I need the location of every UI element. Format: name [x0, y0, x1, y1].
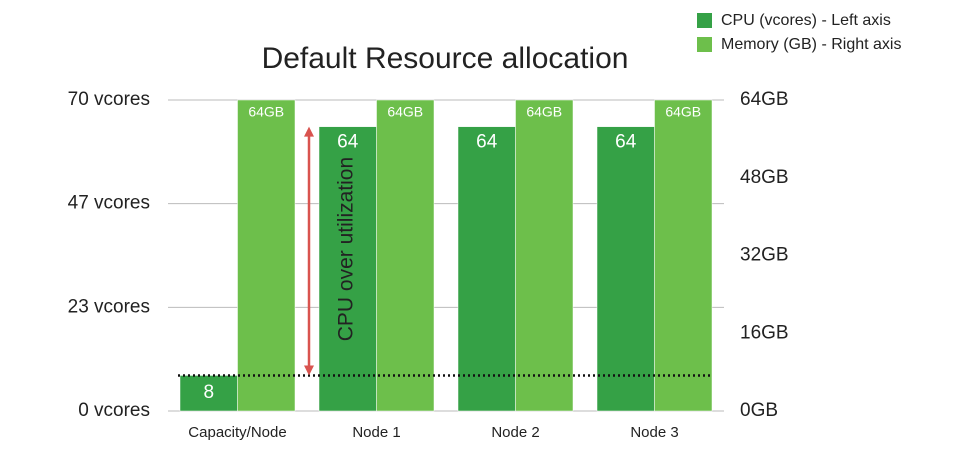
- y-tick-label: 70 vcores: [68, 89, 150, 110]
- y-tick-label: 47 vcores: [68, 193, 150, 214]
- y2-tick-label: 32GB: [740, 245, 789, 266]
- bar: [457, 126, 516, 412]
- bar: [596, 126, 655, 412]
- bar: [376, 99, 435, 412]
- bar: [654, 99, 713, 412]
- data-label: 64GB: [248, 104, 284, 120]
- x-tick-label: Node 3: [630, 424, 678, 441]
- y2-tick-label: 16GB: [740, 322, 789, 343]
- x-tick-label: Node 2: [491, 424, 539, 441]
- arrow-head: [304, 126, 314, 137]
- bar: [179, 375, 238, 412]
- y-tick-label: 0 vcores: [78, 400, 150, 421]
- bar: [318, 126, 377, 412]
- data-label: 64: [615, 132, 637, 153]
- data-label: 64GB: [526, 104, 562, 120]
- x-tick-label: Capacity/Node: [188, 424, 286, 441]
- x-tick-label: Node 1: [352, 424, 400, 441]
- annotation-text: CPU over utilization: [335, 157, 358, 341]
- data-label: 64: [337, 132, 359, 153]
- data-label: 64GB: [387, 104, 423, 120]
- arrow-head: [304, 365, 314, 376]
- bar: [515, 99, 574, 412]
- chart-title: Default Resource allocation: [262, 42, 629, 75]
- bar: [237, 99, 296, 412]
- legend-label: CPU (vcores) - Left axis: [721, 12, 891, 29]
- legend-label: Memory (GB) - Right axis: [721, 36, 901, 53]
- y2-tick-label: 48GB: [740, 167, 789, 188]
- data-label: 64GB: [665, 104, 701, 120]
- y2-tick-label: 0GB: [740, 400, 778, 421]
- y-tick-label: 23 vcores: [68, 296, 150, 317]
- legend-swatch: [697, 37, 712, 52]
- legend-swatch: [697, 13, 712, 28]
- y2-tick-label: 64GB: [740, 89, 789, 110]
- data-label: 8: [203, 382, 214, 403]
- data-label: 64: [476, 132, 498, 153]
